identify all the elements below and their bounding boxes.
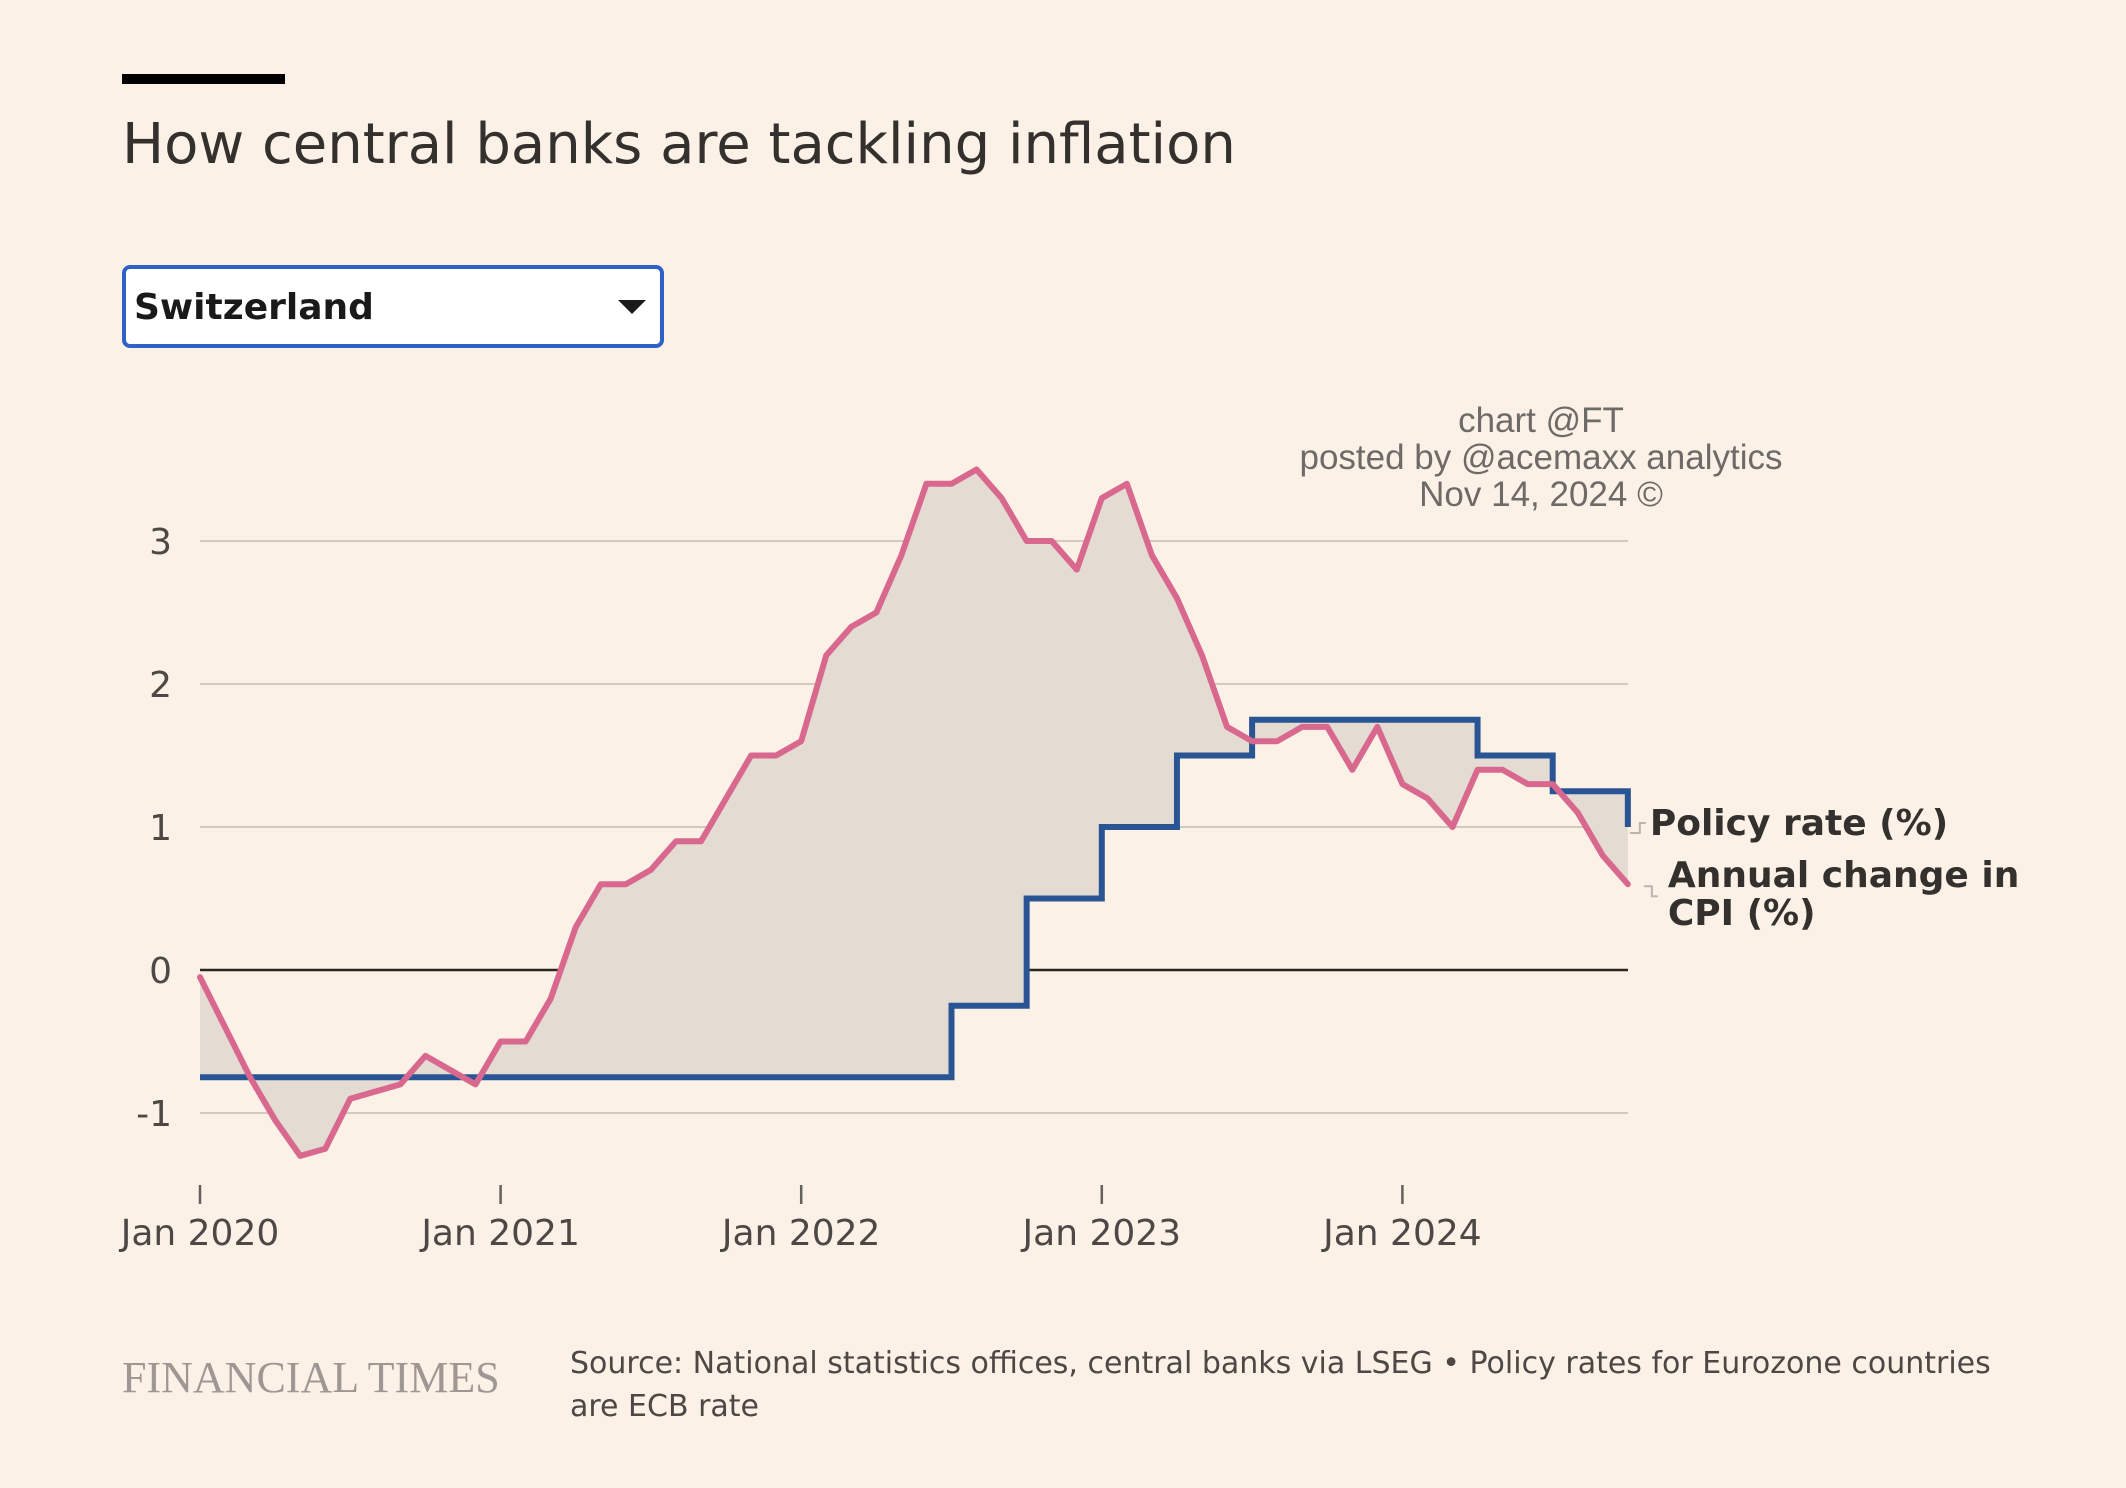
cpi-line xyxy=(197,466,1631,1159)
y-axis: 3 2 1 0 -1 xyxy=(136,522,172,1135)
watermark-line-3: Nov 14, 2024 © xyxy=(1419,475,1663,514)
x-tick-label: Jan 2020 xyxy=(119,1213,280,1254)
watermark-line-1: chart @FT xyxy=(1458,401,1624,440)
source-note: Source: National statistics offices, cen… xyxy=(570,1346,1991,1424)
y-tick-label: 1 xyxy=(149,808,172,849)
y-tick-label: 2 xyxy=(149,665,172,706)
x-tick-label: Jan 2021 xyxy=(419,1213,580,1254)
policy-rate-line xyxy=(200,716,1631,1081)
chevron-down-icon xyxy=(618,300,646,314)
watermark-line-2: posted by @acemaxx analytics xyxy=(1299,438,1783,477)
y-tick-label: 3 xyxy=(149,522,172,563)
series-lines xyxy=(197,466,1631,1159)
x-axis: Jan 2020 Jan 2021 Jan 2022 Jan 2023 Jan 2024 xyxy=(119,1185,1482,1254)
policy-rate-label: Policy rate (%) xyxy=(1650,803,1948,844)
y-tick-label: -1 xyxy=(136,1094,172,1135)
x-tick-label: Jan 2023 xyxy=(1021,1213,1182,1254)
cpi-label: Annual change in CPI (%) xyxy=(1668,855,2020,934)
watermark: chart @FT posted by @acemaxx analytics N… xyxy=(1286,402,1796,513)
y-tick-label: 0 xyxy=(149,951,172,992)
country-select[interactable]: Switzerland xyxy=(122,265,664,348)
ft-logo: FINANCIAL TIMES xyxy=(122,1353,500,1402)
cpi-label-connector xyxy=(1643,885,1658,898)
x-tick-label: Jan 2024 xyxy=(1321,1213,1482,1254)
x-tick-label: Jan 2022 xyxy=(720,1213,881,1254)
cpi-label-line-1: Annual change in xyxy=(1668,855,2020,896)
legend: Policy rate (%) Annual change in CPI (%) xyxy=(1629,803,2020,934)
country-select-value: Switzerland xyxy=(134,287,374,328)
area-between-series xyxy=(200,469,1628,1156)
policy-label-connector xyxy=(1629,822,1646,834)
title-rule xyxy=(122,74,285,84)
cpi-label-line-2: CPI (%) xyxy=(1668,893,1816,934)
chart-title: How central banks are tackling inflation xyxy=(122,112,1236,177)
